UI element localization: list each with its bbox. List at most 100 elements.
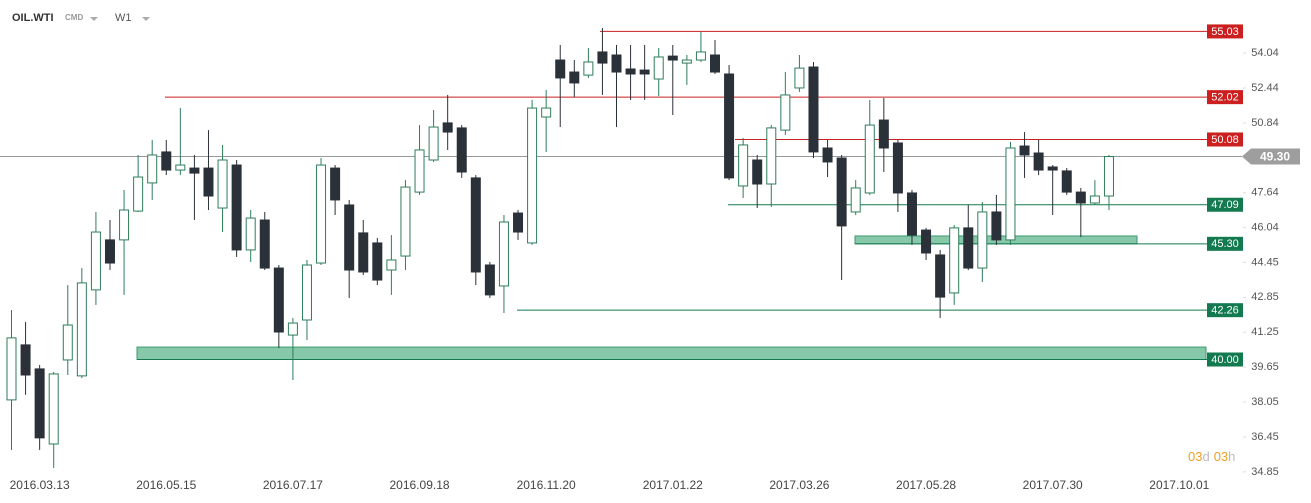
dropdown-arrow[interactable] [142,17,150,21]
candle-body [372,242,383,281]
plot: 55.03 52.02 50.08 47.09 45.30 42.26 40.00 49.30… [0,24,1300,492]
y-tick-label: 46.04 [1251,222,1279,234]
candle-body [639,69,650,75]
level-tag [1207,352,1243,367]
zone [136,346,1207,361]
dropdown-arrow[interactable] [90,17,98,21]
candle-body [414,149,425,193]
level-tag [1207,236,1243,251]
x-tick-label: 2016.07.17 [263,478,323,492]
level-label: 40.00 [1211,354,1239,366]
x-tick-label: 2016.03.13 [10,478,70,492]
level-tag [1207,90,1243,105]
candle-body [62,324,73,361]
candle-body [104,239,115,264]
x-tick-label: 2017.07.30 [1023,478,1083,492]
candle-body [217,159,228,209]
candle-body [864,124,875,194]
candle-body [1061,170,1072,193]
candle-body [358,232,369,273]
candle-body [569,71,580,84]
x-tick-label: 2017.05.28 [896,478,956,492]
y-tick-label: 44.45 [1251,256,1279,268]
symbol[interactable]: OIL.WTI [12,12,54,24]
y-tick-label: 41.25 [1251,326,1279,338]
candle-body [90,231,101,291]
candle-body [738,144,749,187]
level-label: 45.30 [1211,238,1239,250]
y-tick-label: 39.65 [1251,361,1279,373]
y-tick-label: 36.45 [1251,431,1279,443]
candle-body [76,282,87,377]
candle-body [259,219,270,269]
candle-body [147,154,158,184]
candle-body [484,264,495,296]
candle-body [1075,191,1086,204]
countdown-unit: d [1202,449,1209,464]
candle-body [1019,145,1030,156]
level-tag [1207,24,1243,39]
candle-body [231,164,242,251]
candle-body [822,147,833,163]
last-price-label: 49.30 [1260,150,1290,164]
candle-body [428,126,439,161]
candle-body [583,61,594,76]
level-tag [1207,132,1243,147]
candle-body [133,176,144,212]
candle-body [724,73,735,179]
y-tick-label: 52.44 [1251,82,1279,94]
candle-body [498,221,509,287]
candle-body [921,229,932,254]
candle-body [203,167,214,197]
timeframe[interactable]: W1 [115,12,132,24]
level-label: 47.09 [1211,199,1239,211]
x-tick-label: 2017.03.26 [769,478,829,492]
candle-body [991,211,1002,241]
candle-body [1005,147,1016,241]
countdown-unit: h [1228,449,1235,464]
candle-body [892,142,903,194]
candle-body [878,119,889,149]
candle-body [710,54,720,73]
candle-body [963,227,974,269]
candle-body [555,59,566,79]
countdown-hours: 03 [1214,449,1228,464]
x-tick-label: 2017.01.22 [643,478,703,492]
x-tick-label: 2016.11.20 [517,478,576,492]
candle-body [906,192,917,236]
candle-body [470,177,481,273]
candle-body [513,212,524,233]
candle-body [808,66,819,153]
group[interactable]: CMD [65,13,83,22]
y-tick-label: 34.85 [1251,466,1279,478]
candle-body [935,254,946,298]
x-tick-label: 2016.05.15 [136,478,196,492]
candle-body [400,186,411,257]
candle-body [1033,152,1044,171]
candle-body [977,211,988,269]
candle-body [48,373,59,445]
level-tag [1207,197,1243,212]
candle-body [316,164,327,264]
y-tick-label: 50.84 [1251,117,1279,129]
candle-body [456,127,467,173]
candle-body [245,217,256,251]
y-tick-label: 47.64 [1251,187,1279,199]
candle-body [1103,156,1114,197]
x-tick-label: 2016.09.18 [389,478,449,492]
candle-body [189,167,200,174]
countdown-days: 03 [1188,449,1202,464]
candle-body [119,209,130,241]
candle-body [273,267,284,333]
candle-body [597,51,608,64]
candle-body [175,164,186,171]
x-tick-label: 2017.10.01 [1149,478,1209,492]
candle-body [780,94,791,131]
level-label: 52.02 [1211,92,1239,104]
candle-body [287,322,298,336]
candle-body [442,122,453,133]
candle-body [1089,195,1100,204]
candle-body [20,344,31,376]
candle-body [752,159,763,185]
